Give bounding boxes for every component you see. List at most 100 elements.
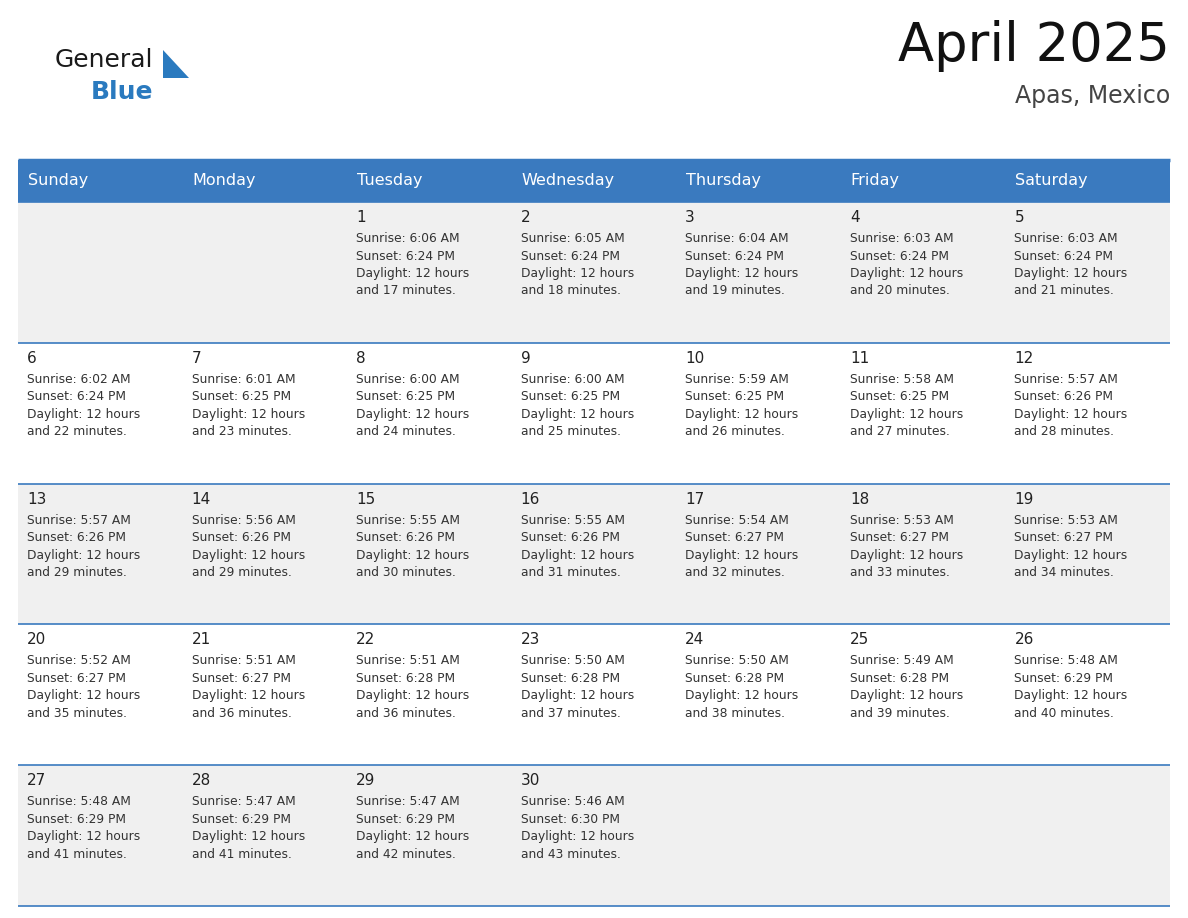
Text: Sunrise: 5:51 AM: Sunrise: 5:51 AM (356, 655, 460, 667)
Text: Sunset: 6:27 PM: Sunset: 6:27 PM (1015, 532, 1113, 544)
Text: Sunrise: 5:48 AM: Sunrise: 5:48 AM (1015, 655, 1118, 667)
Text: Daylight: 12 hours: Daylight: 12 hours (191, 830, 305, 844)
Text: Daylight: 12 hours: Daylight: 12 hours (520, 408, 634, 420)
Text: Daylight: 12 hours: Daylight: 12 hours (356, 549, 469, 562)
Text: Daylight: 12 hours: Daylight: 12 hours (1015, 689, 1127, 702)
Bar (18, 202, 1170, 342)
Text: Sunset: 6:24 PM: Sunset: 6:24 PM (27, 390, 126, 403)
Text: 28: 28 (191, 773, 210, 789)
Text: and 41 minutes.: and 41 minutes. (191, 847, 291, 861)
Text: Sunset: 6:25 PM: Sunset: 6:25 PM (356, 390, 455, 403)
Text: 16: 16 (520, 492, 541, 507)
Text: Sunrise: 5:50 AM: Sunrise: 5:50 AM (520, 655, 625, 667)
Text: Sunday: Sunday (29, 174, 88, 188)
Text: and 27 minutes.: and 27 minutes. (849, 425, 949, 438)
Text: 13: 13 (27, 492, 46, 507)
Text: Sunset: 6:25 PM: Sunset: 6:25 PM (685, 390, 784, 403)
Text: 1: 1 (356, 210, 366, 225)
Text: Sunset: 6:25 PM: Sunset: 6:25 PM (520, 390, 620, 403)
Text: Sunset: 6:25 PM: Sunset: 6:25 PM (191, 390, 291, 403)
Text: and 36 minutes.: and 36 minutes. (356, 707, 456, 720)
Text: Daylight: 12 hours: Daylight: 12 hours (685, 549, 798, 562)
Text: Tuesday: Tuesday (358, 174, 423, 188)
Text: and 43 minutes.: and 43 minutes. (520, 847, 620, 861)
Text: 22: 22 (356, 633, 375, 647)
Text: and 28 minutes.: and 28 minutes. (1015, 425, 1114, 438)
Text: Sunrise: 5:51 AM: Sunrise: 5:51 AM (191, 655, 296, 667)
Text: Sunrise: 6:03 AM: Sunrise: 6:03 AM (1015, 232, 1118, 245)
Text: Sunset: 6:26 PM: Sunset: 6:26 PM (27, 532, 126, 544)
Text: Sunrise: 6:02 AM: Sunrise: 6:02 AM (27, 373, 131, 386)
Text: 26: 26 (1015, 633, 1034, 647)
Text: 15: 15 (356, 492, 375, 507)
Text: Daylight: 12 hours: Daylight: 12 hours (27, 689, 140, 702)
Text: Daylight: 12 hours: Daylight: 12 hours (849, 549, 963, 562)
Text: 20: 20 (27, 633, 46, 647)
Text: Sunset: 6:28 PM: Sunset: 6:28 PM (849, 672, 949, 685)
Text: Daylight: 12 hours: Daylight: 12 hours (520, 267, 634, 280)
Text: Sunrise: 6:00 AM: Sunrise: 6:00 AM (356, 373, 460, 386)
Text: Sunrise: 5:49 AM: Sunrise: 5:49 AM (849, 655, 954, 667)
Text: 11: 11 (849, 351, 870, 365)
Text: April 2025: April 2025 (898, 20, 1170, 72)
Text: Sunrise: 5:54 AM: Sunrise: 5:54 AM (685, 513, 789, 527)
Text: and 41 minutes.: and 41 minutes. (27, 847, 127, 861)
Text: Apas, Mexico: Apas, Mexico (1015, 84, 1170, 108)
Text: Daylight: 12 hours: Daylight: 12 hours (1015, 408, 1127, 420)
Text: 4: 4 (849, 210, 859, 225)
Text: Sunset: 6:29 PM: Sunset: 6:29 PM (1015, 672, 1113, 685)
Text: 27: 27 (27, 773, 46, 789)
Text: Thursday: Thursday (687, 174, 762, 188)
Text: and 29 minutes.: and 29 minutes. (27, 566, 127, 579)
Text: and 23 minutes.: and 23 minutes. (191, 425, 291, 438)
Text: and 39 minutes.: and 39 minutes. (849, 707, 949, 720)
Text: 12: 12 (1015, 351, 1034, 365)
Text: and 33 minutes.: and 33 minutes. (849, 566, 949, 579)
Text: Daylight: 12 hours: Daylight: 12 hours (685, 408, 798, 420)
Text: 18: 18 (849, 492, 870, 507)
Text: Sunset: 6:28 PM: Sunset: 6:28 PM (685, 672, 784, 685)
Text: Daylight: 12 hours: Daylight: 12 hours (191, 408, 305, 420)
Text: Daylight: 12 hours: Daylight: 12 hours (191, 689, 305, 702)
Text: and 38 minutes.: and 38 minutes. (685, 707, 785, 720)
Text: and 40 minutes.: and 40 minutes. (1015, 707, 1114, 720)
Text: Sunrise: 5:55 AM: Sunrise: 5:55 AM (520, 513, 625, 527)
Text: Sunrise: 5:52 AM: Sunrise: 5:52 AM (27, 655, 131, 667)
Text: Sunset: 6:29 PM: Sunset: 6:29 PM (356, 812, 455, 825)
Text: 7: 7 (191, 351, 201, 365)
Text: 9: 9 (520, 351, 531, 365)
Text: Blue: Blue (91, 80, 153, 104)
Text: Sunset: 6:26 PM: Sunset: 6:26 PM (356, 532, 455, 544)
Text: Sunset: 6:27 PM: Sunset: 6:27 PM (27, 672, 126, 685)
Text: Sunset: 6:24 PM: Sunset: 6:24 PM (520, 250, 620, 263)
Text: Daylight: 12 hours: Daylight: 12 hours (1015, 549, 1127, 562)
Text: and 31 minutes.: and 31 minutes. (520, 566, 620, 579)
Text: Daylight: 12 hours: Daylight: 12 hours (685, 267, 798, 280)
Text: 23: 23 (520, 633, 541, 647)
Text: Daylight: 12 hours: Daylight: 12 hours (520, 830, 634, 844)
Bar (18, 624, 1170, 766)
Text: and 29 minutes.: and 29 minutes. (191, 566, 291, 579)
Text: Sunrise: 5:53 AM: Sunrise: 5:53 AM (849, 513, 954, 527)
Text: 17: 17 (685, 492, 704, 507)
Text: Sunset: 6:27 PM: Sunset: 6:27 PM (191, 672, 291, 685)
Text: Daylight: 12 hours: Daylight: 12 hours (685, 689, 798, 702)
Bar (18, 342, 1170, 484)
Text: Daylight: 12 hours: Daylight: 12 hours (356, 408, 469, 420)
Text: and 42 minutes.: and 42 minutes. (356, 847, 456, 861)
Text: and 37 minutes.: and 37 minutes. (520, 707, 620, 720)
Text: Sunrise: 5:50 AM: Sunrise: 5:50 AM (685, 655, 789, 667)
Text: Daylight: 12 hours: Daylight: 12 hours (27, 830, 140, 844)
Text: 30: 30 (520, 773, 541, 789)
Text: 19: 19 (1015, 492, 1034, 507)
Text: Sunrise: 5:46 AM: Sunrise: 5:46 AM (520, 795, 625, 808)
Text: and 26 minutes.: and 26 minutes. (685, 425, 785, 438)
Text: Sunset: 6:27 PM: Sunset: 6:27 PM (685, 532, 784, 544)
Text: Daylight: 12 hours: Daylight: 12 hours (520, 549, 634, 562)
Text: Sunset: 6:26 PM: Sunset: 6:26 PM (191, 532, 291, 544)
Text: 24: 24 (685, 633, 704, 647)
Bar (18, 766, 1170, 906)
Text: Daylight: 12 hours: Daylight: 12 hours (356, 689, 469, 702)
Text: Sunset: 6:30 PM: Sunset: 6:30 PM (520, 812, 620, 825)
Text: and 35 minutes.: and 35 minutes. (27, 707, 127, 720)
